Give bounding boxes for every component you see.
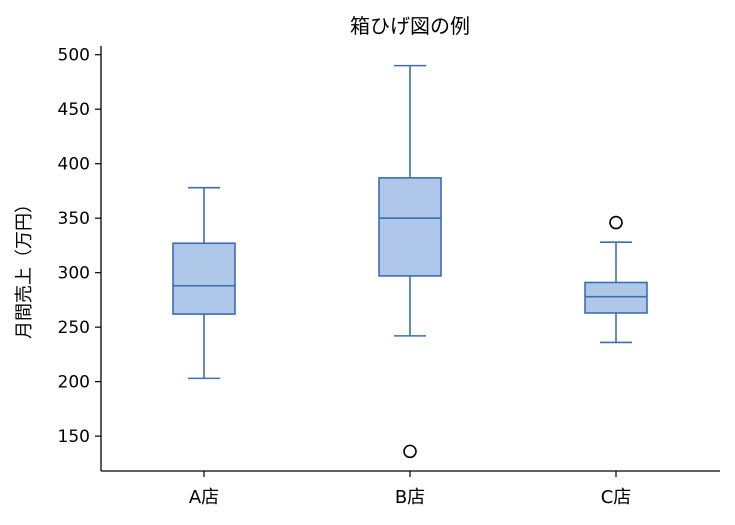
x-tick-label: B店 [395, 487, 425, 508]
y-tick-label: 500 [58, 46, 90, 66]
iqr-box [584, 281, 648, 314]
y-axis-label: 月間売上（万円） [14, 195, 35, 339]
outlier-point [609, 215, 623, 230]
y-tick-label: 350 [58, 209, 90, 229]
y-tick-label: 200 [58, 373, 90, 393]
y-tick-label: 250 [58, 318, 90, 338]
iqr-box [378, 177, 442, 277]
y-tick-label: 150 [58, 427, 90, 447]
y-tick-label: 400 [58, 155, 90, 175]
y-tick-label: 300 [58, 264, 90, 284]
plot-area: 150 200 250 300 350 400 450 500 A店 B店 C店 [58, 46, 720, 508]
chart-title: 箱ひげ図の例 [350, 14, 470, 38]
y-tick-label: 450 [58, 100, 90, 120]
outlier-point [403, 444, 417, 459]
x-tick-label: C店 [601, 487, 632, 508]
x-tick-label: A店 [189, 487, 219, 508]
iqr-box [172, 242, 236, 315]
